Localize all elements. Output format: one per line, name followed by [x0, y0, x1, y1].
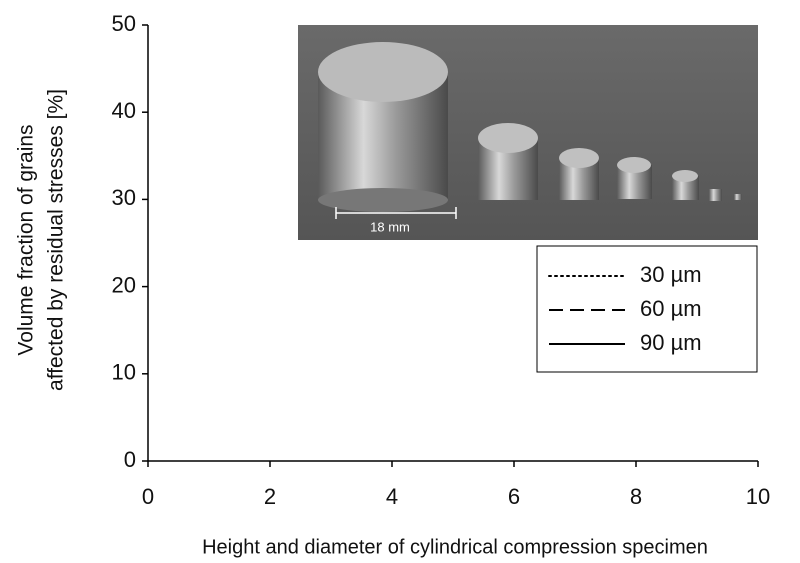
y-tick-label: 50	[112, 11, 136, 36]
y-tick-label: 10	[112, 360, 136, 385]
x-tick-label: 0	[142, 484, 154, 509]
y-axis-label: Volume fraction of grains	[15, 124, 38, 355]
legend-label: 90 µm	[640, 330, 702, 355]
x-tick-label: 8	[630, 484, 642, 509]
chart: 18 mm Height and diameter of cylindrical…	[0, 0, 800, 563]
x-tick-label: 10	[746, 484, 770, 509]
x-tick-label: 4	[386, 484, 398, 509]
inset-label: 18 mm	[370, 219, 410, 234]
x-tick-label: 2	[264, 484, 276, 509]
inset-photo: 18 mm	[298, 25, 758, 240]
legend-label: 30 µm	[640, 262, 702, 287]
y-tick-label: 30	[112, 185, 136, 210]
y-tick-label: 40	[112, 98, 136, 123]
y-axis-label: affected by residual stresses [%]	[45, 89, 68, 391]
y-tick-label: 20	[112, 272, 136, 297]
legend: 30 µm 60 µm 90 µm	[537, 246, 757, 372]
legend-label: 60 µm	[640, 296, 702, 321]
y-tick-label: 0	[124, 447, 136, 472]
x-axis-label: Height and diameter of cylindrical compr…	[202, 536, 708, 558]
x-tick-label: 6	[508, 484, 520, 509]
